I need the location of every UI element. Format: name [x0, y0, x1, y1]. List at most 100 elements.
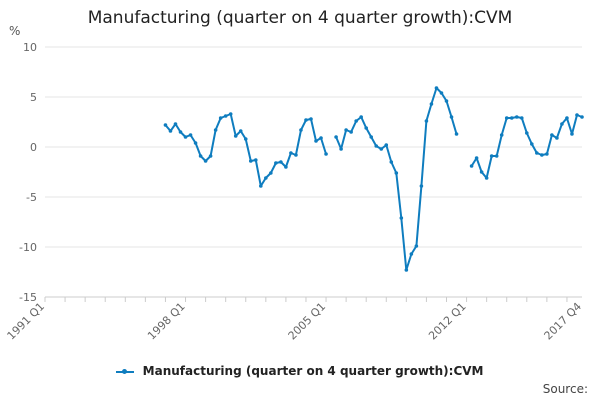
x-tick-label: 2017 Q4: [542, 300, 585, 343]
data-point[interactable]: [379, 147, 384, 151]
data-point[interactable]: [424, 119, 429, 123]
data-point[interactable]: [514, 115, 519, 119]
data-point[interactable]: [304, 118, 308, 122]
data-point[interactable]: [504, 116, 509, 120]
gridlines: [45, 46, 582, 298]
data-point[interactable]: [454, 132, 459, 136]
data-point[interactable]: [489, 154, 494, 158]
data-point[interactable]: [334, 135, 338, 139]
x-axis: 1991 Q1 1998 Q1 2005 Q1 2012 Q1 2017 Q4: [5, 296, 585, 343]
data-point[interactable]: [560, 122, 564, 126]
data-point[interactable]: [535, 151, 539, 155]
data-point[interactable]: [243, 137, 248, 141]
data-point[interactable]: [389, 160, 394, 164]
data-point[interactable]: [208, 154, 213, 158]
data-point[interactable]: [198, 154, 203, 158]
data-point[interactable]: [404, 268, 409, 272]
data-point[interactable]: [394, 171, 399, 175]
data-point[interactable]: [384, 143, 389, 147]
data-point[interactable]: [369, 135, 374, 139]
y-tick-label: 0: [30, 141, 37, 154]
data-point[interactable]: [193, 141, 198, 145]
chart-title: Manufacturing (quarter on 4 quarter grow…: [87, 8, 513, 28]
data-point[interactable]: [223, 114, 228, 118]
data-point[interactable]: [168, 129, 173, 133]
data-point[interactable]: [545, 152, 549, 156]
data-point[interactable]: [419, 184, 424, 188]
data-point[interactable]: [364, 126, 368, 130]
data-point[interactable]: [374, 144, 379, 148]
data-point[interactable]: [178, 130, 183, 134]
data-point[interactable]: [274, 161, 278, 165]
data-point[interactable]: [349, 130, 353, 134]
y-tick-label: -15: [19, 291, 37, 304]
data-point[interactable]: [339, 147, 343, 151]
data-point[interactable]: [474, 156, 479, 160]
source-label: Source:: [542, 382, 588, 396]
series-line-segment: [164, 113, 327, 187]
y-tick-label: 5: [30, 91, 37, 104]
data-point[interactable]: [238, 129, 243, 133]
data-point[interactable]: [218, 116, 223, 120]
series-lines: [164, 87, 583, 271]
data-point[interactable]: [524, 131, 529, 135]
data-point[interactable]: [449, 115, 454, 119]
data-point[interactable]: [359, 115, 363, 119]
data-point[interactable]: [565, 116, 569, 120]
data-point[interactable]: [279, 160, 283, 164]
data-point[interactable]: [203, 159, 208, 163]
data-point[interactable]: [299, 128, 303, 132]
y-tick-label: -10: [19, 241, 37, 254]
data-point[interactable]: [540, 153, 544, 157]
data-point[interactable]: [319, 136, 323, 140]
data-point[interactable]: [439, 91, 444, 95]
data-point[interactable]: [519, 116, 524, 120]
data-point[interactable]: [550, 133, 554, 137]
data-point[interactable]: [570, 132, 574, 136]
data-point[interactable]: [555, 136, 559, 140]
data-point[interactable]: [499, 133, 504, 137]
legend[interactable]: Manufacturing (quarter on 4 quarter grow…: [0, 364, 600, 378]
x-tick-label: 1991 Q1: [5, 300, 48, 343]
data-point[interactable]: [429, 102, 434, 106]
data-point[interactable]: [289, 151, 293, 155]
data-point[interactable]: [259, 184, 263, 188]
y-axis-ticks: 10 5 0 -5 -10 -15: [19, 41, 37, 304]
data-point[interactable]: [188, 133, 193, 137]
data-point[interactable]: [469, 164, 474, 168]
data-point[interactable]: [409, 252, 414, 256]
data-point[interactable]: [580, 115, 584, 119]
data-point[interactable]: [414, 244, 419, 248]
data-point[interactable]: [354, 119, 358, 123]
data-point[interactable]: [399, 216, 404, 220]
data-point[interactable]: [530, 142, 534, 146]
data-point[interactable]: [509, 116, 514, 120]
data-point[interactable]: [314, 139, 318, 143]
data-point[interactable]: [228, 112, 233, 116]
data-point[interactable]: [163, 123, 168, 127]
data-point[interactable]: [269, 171, 273, 175]
data-point[interactable]: [444, 99, 449, 103]
data-point[interactable]: [484, 176, 489, 180]
data-point[interactable]: [344, 128, 348, 132]
data-point[interactable]: [434, 86, 439, 90]
data-point[interactable]: [183, 135, 188, 139]
data-point[interactable]: [284, 165, 288, 169]
y-tick-label: -5: [26, 191, 37, 204]
data-point[interactable]: [575, 113, 579, 117]
data-point[interactable]: [233, 134, 238, 138]
data-point[interactable]: [253, 158, 258, 162]
series-points: [163, 86, 584, 272]
data-point[interactable]: [264, 176, 268, 180]
data-point[interactable]: [213, 128, 218, 132]
data-point[interactable]: [173, 122, 178, 126]
data-point[interactable]: [479, 170, 484, 174]
data-point[interactable]: [324, 152, 328, 156]
x-tick-label: 1998 Q1: [145, 300, 188, 343]
data-point[interactable]: [309, 117, 313, 121]
data-point[interactable]: [294, 153, 298, 157]
data-point[interactable]: [494, 154, 499, 158]
data-point[interactable]: [248, 159, 253, 163]
y-tick-label: 10: [23, 41, 37, 54]
